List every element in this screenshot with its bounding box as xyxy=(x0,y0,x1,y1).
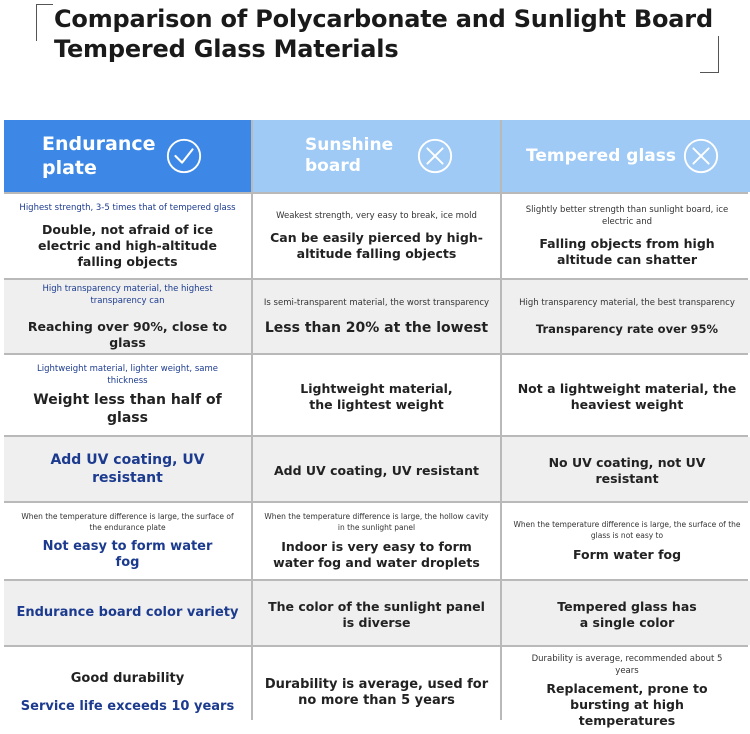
cell-main: The color of the sunlight panel is diver… xyxy=(268,599,485,630)
x-circle-icon xyxy=(417,138,453,174)
cell-weight-endurance: Lightweight material, lighter weight, sa… xyxy=(4,355,251,435)
cell-strength-tempered: Slightly better strength than sunlight b… xyxy=(502,194,750,278)
cell-strength-sunshine: Weakest strength, very easy to break, ic… xyxy=(253,194,500,278)
cell-uv-sunshine: Add UV coating, UV resistant xyxy=(253,437,500,501)
cell-note: High transparency material, the best tra… xyxy=(519,297,735,308)
header-sunshine-label: Sunshine board xyxy=(305,135,394,176)
cell-main: Not easy to form water fog xyxy=(42,539,213,570)
cell-fog-sunshine: When the temperature difference is large… xyxy=(253,503,500,579)
cell-main: Endurance board color variety xyxy=(16,605,239,620)
cell-main: Add UV coating, UV resistant xyxy=(273,463,479,478)
header-tempered-label: Tempered glass xyxy=(526,146,676,166)
cell-durability-tempered: Durability is average, recommended about… xyxy=(502,647,750,734)
cell-main: Falling objects from high altitude can s… xyxy=(539,236,715,267)
cell-main: Double, not afraid of ice electric and h… xyxy=(38,222,217,269)
cell-color-tempered: Tempered glass has a single color xyxy=(502,581,750,645)
header-endurance-plate: Endurance plate xyxy=(4,120,251,192)
cell-transparency-tempered: High transparency material, the best tra… xyxy=(502,280,750,353)
cell-fog-tempered: When the temperature difference is large… xyxy=(502,503,750,579)
cell-note: High transparency material, the highest … xyxy=(42,283,213,306)
cell-durability-sunshine: Durability is average, used for no more … xyxy=(253,647,500,734)
cell-main: Can be easily pierced by high-altitude f… xyxy=(270,230,483,261)
title-corner-bracket-top-left xyxy=(36,4,53,41)
cell-main: Reaching over 90%, close to glass xyxy=(27,318,228,350)
cell-note: When the temperature difference is large… xyxy=(21,512,234,532)
cell-fog-endurance: When the temperature difference is large… xyxy=(4,503,251,579)
cell-main: Lightweight material, the lightest weigh… xyxy=(300,381,453,412)
cell-main: Replacement, prone to bursting at high t… xyxy=(546,680,708,728)
cell-transparency-endurance: High transparency material, the highest … xyxy=(4,280,251,353)
cell-strength-endurance: Highest strength, 3-5 times that of temp… xyxy=(4,194,251,278)
header-sunshine-board: Sunshine board xyxy=(253,120,500,192)
cell-weight-sunshine: Lightweight material, the lightest weigh… xyxy=(253,355,500,435)
cell-durability-endurance: Good durability Service life exceeds 10 … xyxy=(4,647,251,734)
cell-main: No UV coating, not UV resistant xyxy=(548,455,706,486)
title-corner-bracket-bottom-right xyxy=(700,36,719,73)
cell-transparency-sunshine: Is semi-transparent material, the worst … xyxy=(253,280,500,353)
cell-note: When the temperature difference is large… xyxy=(513,520,741,540)
cell-note: Slightly better strength than sunlight b… xyxy=(525,205,729,227)
cell-note: When the temperature difference is large… xyxy=(264,512,489,532)
cell-main: Form water fog xyxy=(572,547,682,562)
check-circle-icon xyxy=(166,138,202,174)
cell-uv-endurance: Add UV coating, UV resistant xyxy=(4,437,251,501)
cell-note: Highest strength, 3-5 times that of temp… xyxy=(19,203,236,213)
header-endurance-label: Endurance plate xyxy=(42,133,156,179)
cell-main: Indoor is very easy to form water fog an… xyxy=(273,539,480,570)
cell-main: Less than 20% at the lowest xyxy=(264,319,489,336)
cell-main: Not a lightweight material, the heaviest… xyxy=(517,381,737,412)
header-tempered-glass: Tempered glass xyxy=(502,120,750,192)
cell-uv-tempered: No UV coating, not UV resistant xyxy=(502,437,750,501)
cell-main: Weight less than half of glass xyxy=(33,392,222,426)
x-circle-icon xyxy=(683,138,719,174)
cell-main: Add UV coating, UV resistant xyxy=(50,452,205,486)
cell-line2: Service life exceeds 10 years xyxy=(20,698,235,714)
cell-main: Tempered glass has a single color xyxy=(557,599,697,630)
cell-main: Transparency rate over 95% xyxy=(535,321,719,336)
cell-main: Durability is average, used for no more … xyxy=(264,676,489,708)
cell-line1: Good durability xyxy=(70,670,185,686)
cell-weight-tempered: Not a lightweight material, the heaviest… xyxy=(502,355,750,435)
cell-note: Is semi-transparent material, the worst … xyxy=(263,297,490,308)
cell-note: Durability is average, recommended about… xyxy=(531,653,723,676)
cell-color-sunshine: The color of the sunlight panel is diver… xyxy=(253,581,500,645)
page-title: Comparison of Polycarbonate and Sunlight… xyxy=(54,5,713,63)
cell-note: Lightweight material, lighter weight, sa… xyxy=(37,364,218,386)
cell-color-endurance: Endurance board color variety xyxy=(4,581,251,645)
comparison-table: Endurance plate Sunshine board Tempered … xyxy=(4,120,750,734)
cell-note: Weakest strength, very easy to break, ic… xyxy=(276,211,477,221)
